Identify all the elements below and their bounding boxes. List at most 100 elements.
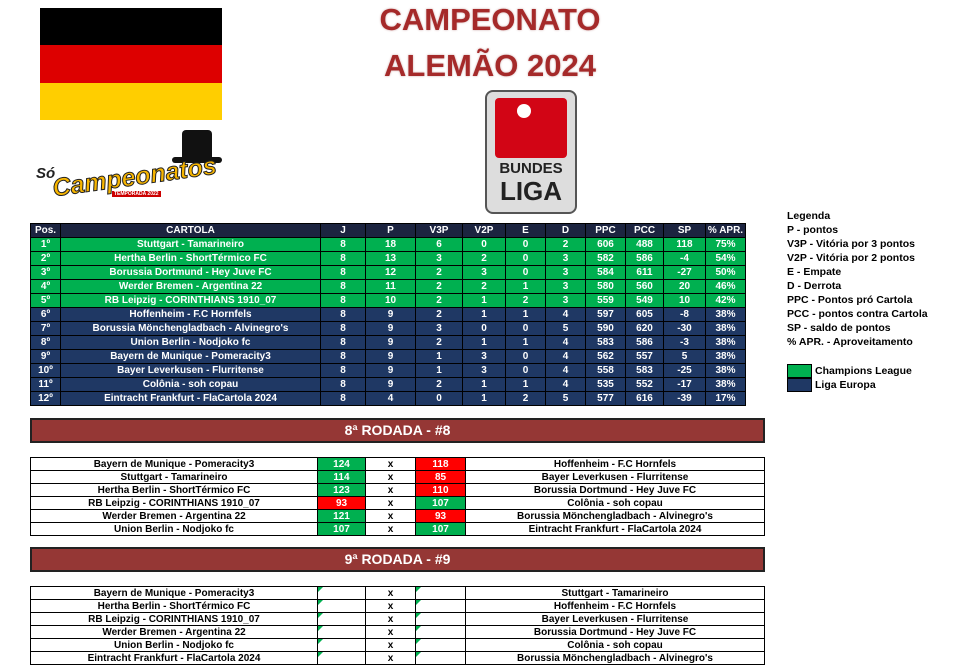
standings-cell: 4	[545, 307, 586, 322]
legend-item: D - Derrota	[787, 280, 842, 292]
standings-cell: 535	[585, 377, 626, 392]
standings-cell: 1	[415, 363, 463, 378]
away-score: 107	[415, 522, 466, 536]
standings-cell: 616	[625, 391, 664, 406]
standings-cell: 0	[415, 391, 463, 406]
standings-cell: 4	[545, 349, 586, 364]
standings-cell: 1	[505, 377, 546, 392]
away-score: 107	[415, 496, 466, 510]
standings-cell: Hertha Berlin - ShortTérmico FC	[60, 251, 321, 266]
title-line2: ALEMÃO 2024	[384, 48, 596, 83]
header-cell: E	[505, 223, 546, 238]
standings-cell: 605	[625, 307, 664, 322]
header-cell: % APR.	[705, 223, 746, 238]
home-score	[317, 638, 366, 652]
home-team: Bayern de Munique - Pomeracity3	[30, 586, 318, 600]
standings-cell: 611	[625, 265, 664, 280]
away-score	[415, 651, 466, 665]
standings-cell: 2	[415, 279, 463, 294]
logo-small: Só	[36, 165, 56, 182]
away-score	[415, 599, 466, 613]
standings-cell: 38%	[705, 377, 746, 392]
separator: x	[365, 457, 416, 471]
standings-cell: 0	[505, 349, 546, 364]
home-score: 124	[317, 457, 366, 471]
header-cell: P	[365, 223, 416, 238]
home-score	[317, 612, 366, 626]
legend-item: PPC - Pontos pró Cartola	[787, 294, 913, 306]
standings-cell: 584	[585, 265, 626, 280]
logo-top: BUNDES	[499, 160, 563, 177]
away-score: 85	[415, 470, 466, 484]
standings-cell: 75%	[705, 237, 746, 252]
standings-cell: 549	[625, 293, 664, 308]
legend-zone: Liga Europa	[815, 379, 876, 391]
standings-cell: 2º	[30, 251, 61, 266]
standings-cell: 577	[585, 391, 626, 406]
legend-item: V3P - Vitória por 3 pontos	[787, 238, 915, 250]
standings-cell: 8	[320, 349, 366, 364]
standings-cell: Hoffenheim - F.C Hornfels	[60, 307, 321, 322]
comment-marker	[318, 639, 323, 644]
standings-cell: 8	[320, 363, 366, 378]
separator: x	[365, 612, 416, 626]
standings-cell: -4	[663, 251, 706, 266]
standings-cell: 3	[545, 293, 586, 308]
round-title: 8ª RODADA - #8	[30, 418, 765, 443]
standings-cell: 560	[625, 279, 664, 294]
standings-cell: 1	[505, 335, 546, 350]
standings-cell: RB Leipzig - CORINTHIANS 1910_07	[60, 293, 321, 308]
comment-marker	[318, 652, 323, 657]
away-team: Borussia Mönchengladbach - Alvinegro's	[465, 509, 765, 523]
standings-cell: 0	[505, 363, 546, 378]
away-team: Borussia Mönchengladbach - Alvinegro's	[465, 651, 765, 665]
comment-marker	[416, 587, 421, 592]
standings-cell: 20	[663, 279, 706, 294]
away-score: 110	[415, 483, 466, 497]
standings-cell: 562	[585, 349, 626, 364]
standings-cell: 2	[415, 377, 463, 392]
standings-cell: 0	[462, 321, 506, 336]
standings-cell: -39	[663, 391, 706, 406]
standings-cell: 3	[545, 251, 586, 266]
standings-cell: -3	[663, 335, 706, 350]
legend-item: E - Empate	[787, 266, 842, 278]
legend-swatch	[787, 364, 812, 378]
standings-cell: 8º	[30, 335, 61, 350]
legend-item: P - pontos	[787, 224, 839, 236]
home-score	[317, 651, 366, 665]
standings-cell: 488	[625, 237, 664, 252]
header-cell: CARTOLA	[60, 223, 321, 238]
standings-cell: 8	[320, 335, 366, 350]
standings-cell: 620	[625, 321, 664, 336]
separator: x	[365, 470, 416, 484]
standings-cell: 3º	[30, 265, 61, 280]
standings-cell: 8	[320, 307, 366, 322]
home-score: 121	[317, 509, 366, 523]
standings-cell: 4	[545, 377, 586, 392]
standings-cell: 8	[320, 251, 366, 266]
standings-cell: 8	[320, 265, 366, 280]
standings-cell: 559	[585, 293, 626, 308]
standings-cell: 9º	[30, 349, 61, 364]
standings-cell: 38%	[705, 321, 746, 336]
standings-cell: 9	[365, 307, 416, 322]
separator: x	[365, 638, 416, 652]
header-cell: J	[320, 223, 366, 238]
home-team: Eintracht Frankfurt - FlaCartola 2024	[30, 651, 318, 665]
standings-cell: -25	[663, 363, 706, 378]
standings-cell: 606	[585, 237, 626, 252]
standings-cell: Borussia Dortmund - Hey Juve FC	[60, 265, 321, 280]
comment-marker	[318, 613, 323, 618]
standings-cell: 583	[625, 363, 664, 378]
standings-cell: 557	[625, 349, 664, 364]
standings-cell: 46%	[705, 279, 746, 294]
standings-cell: Werder Bremen - Argentina 22	[60, 279, 321, 294]
legend-item: PCC - pontos contra Cartola	[787, 308, 928, 320]
standings-cell: Stuttgart - Tamarineiro	[60, 237, 321, 252]
flag	[40, 8, 222, 120]
standings-cell: 10	[365, 293, 416, 308]
standings-cell: 8	[320, 279, 366, 294]
standings-cell: 9	[365, 363, 416, 378]
standings-cell: 9	[365, 321, 416, 336]
